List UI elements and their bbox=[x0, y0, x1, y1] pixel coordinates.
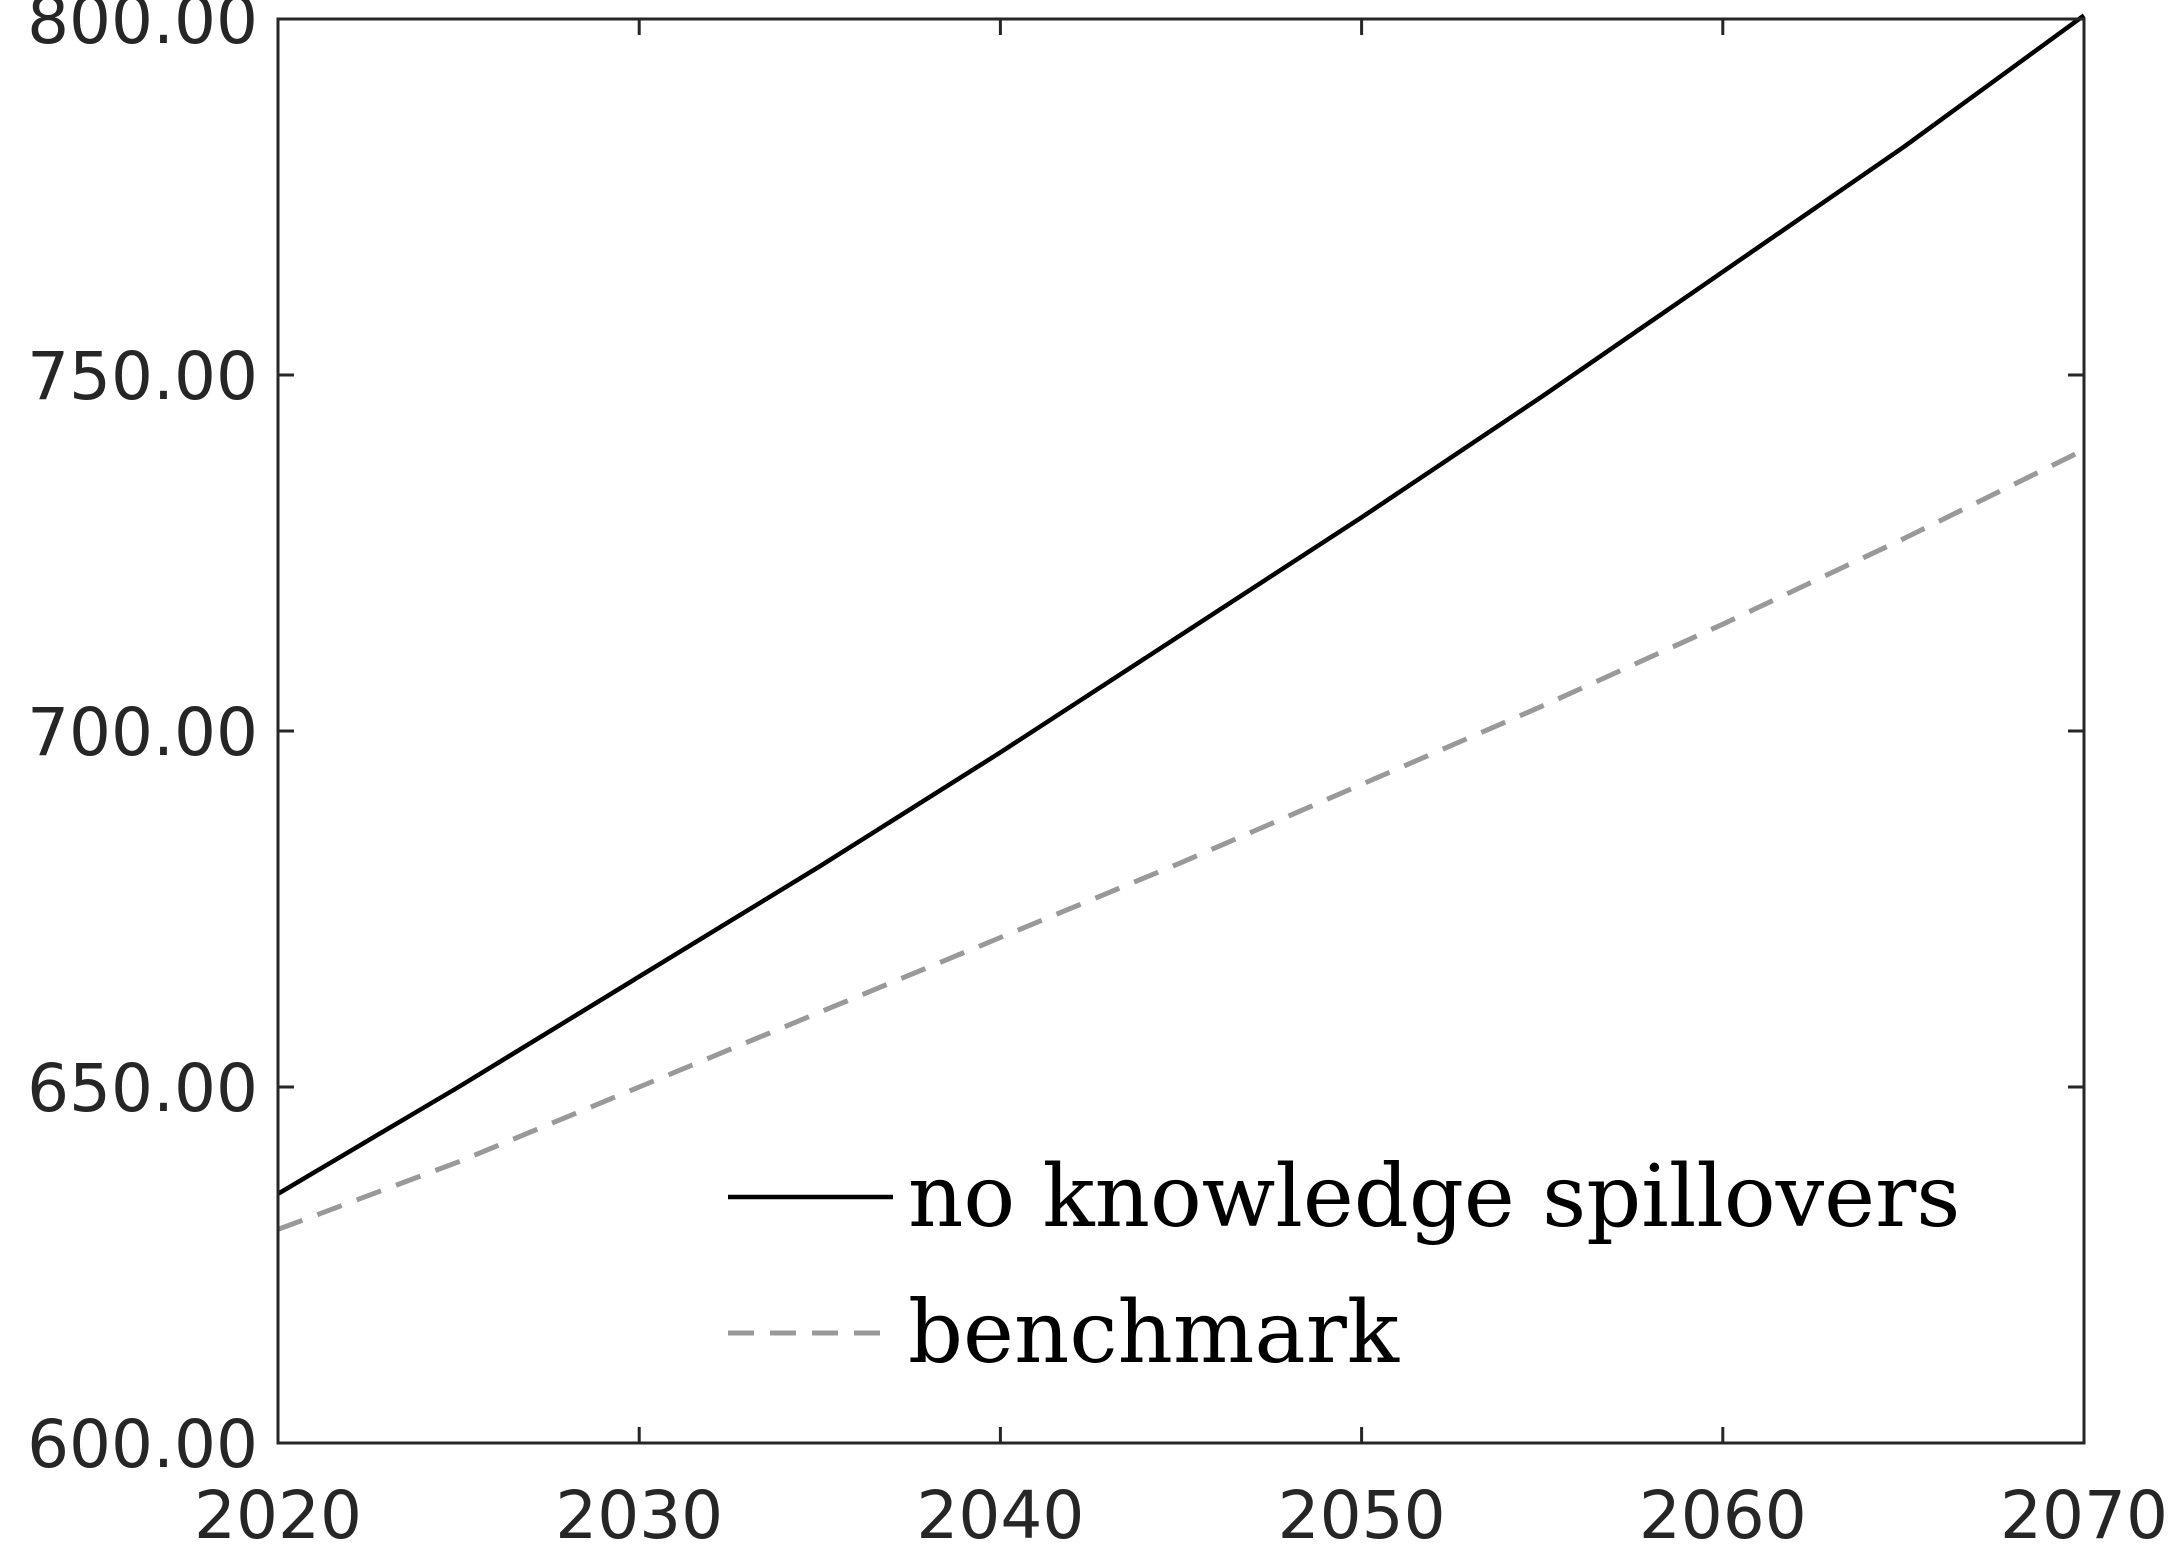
legend-label-no-knowledge-spillovers: no knowledge spillovers bbox=[908, 1147, 1960, 1247]
y-tick-label: 750.00 bbox=[27, 338, 258, 415]
x-axis: 2020 2030 2040 2050 2060 2070 bbox=[194, 19, 2168, 1547]
x-tick-label: 2050 bbox=[1278, 1477, 1446, 1542]
series-line-benchmark bbox=[277, 447, 2086, 1232]
x-tick-label: 2020 bbox=[194, 1477, 362, 1542]
x-tick-label: 2040 bbox=[916, 1477, 1084, 1542]
y-axis: 600.00 650.00 700.00 750.00 800.00 bbox=[27, 0, 2084, 1483]
plot-frame bbox=[276, 17, 2086, 1445]
x-tick-label: 2060 bbox=[1639, 1477, 1807, 1542]
y-tick-label: 700.00 bbox=[27, 694, 258, 771]
y-tick-label: 650.00 bbox=[27, 1050, 258, 1127]
y-tick-label: 800.00 bbox=[27, 0, 258, 59]
x-tick-label: 2070 bbox=[2000, 1477, 2168, 1542]
plot-background bbox=[278, 19, 2084, 1443]
x-tick-label: 2030 bbox=[555, 1477, 723, 1542]
series-layer bbox=[276, 13, 2086, 1232]
legend: no knowledge spillovers benchmark bbox=[728, 1147, 1960, 1383]
legend-label-benchmark: benchmark bbox=[908, 1283, 1400, 1383]
y-tick-label: 600.00 bbox=[27, 1406, 258, 1483]
series-line-no-knowledge-spillovers bbox=[276, 13, 2086, 1196]
